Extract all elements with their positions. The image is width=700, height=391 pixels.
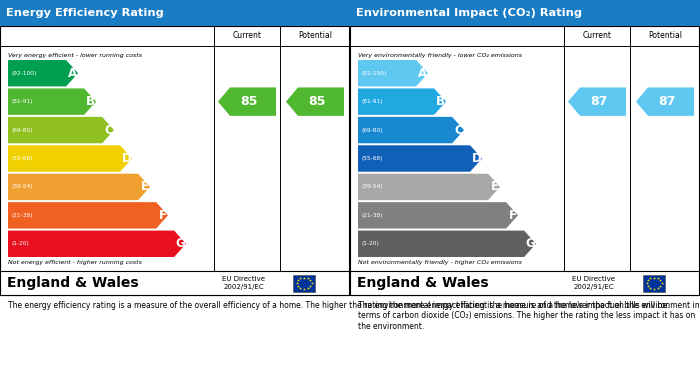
Text: 85: 85 <box>240 95 258 108</box>
Text: Very environmentally friendly - lower CO₂ emissions: Very environmentally friendly - lower CO… <box>358 53 522 58</box>
Text: D: D <box>472 152 482 165</box>
Bar <box>0 271 349 295</box>
Bar <box>0 26 349 295</box>
Text: Very energy efficient - lower running costs: Very energy efficient - lower running co… <box>8 53 142 58</box>
Text: (92-100): (92-100) <box>362 71 387 76</box>
Text: A: A <box>68 67 77 80</box>
Text: (21-38): (21-38) <box>362 213 384 218</box>
Text: (55-68): (55-68) <box>362 156 384 161</box>
Text: (1-20): (1-20) <box>12 241 30 246</box>
Text: 87: 87 <box>590 95 608 108</box>
Bar <box>643 274 665 292</box>
Text: 87: 87 <box>658 95 676 108</box>
Text: (55-68): (55-68) <box>12 156 34 161</box>
Text: B: B <box>436 95 445 108</box>
Polygon shape <box>358 231 536 257</box>
Text: (21-38): (21-38) <box>12 213 34 218</box>
Text: (92-100): (92-100) <box>12 71 37 76</box>
Text: G: G <box>176 237 186 250</box>
Text: (69-80): (69-80) <box>12 127 34 133</box>
Text: EU Directive
2002/91/EC: EU Directive 2002/91/EC <box>573 276 615 290</box>
Bar <box>350 271 699 295</box>
Text: England & Wales: England & Wales <box>7 276 139 290</box>
Polygon shape <box>358 60 428 86</box>
Text: E: E <box>491 180 498 194</box>
Text: The environmental impact rating is a measure of a home's impact on the environme: The environmental impact rating is a mea… <box>358 301 699 331</box>
Polygon shape <box>218 88 276 116</box>
Text: EU Directive
2002/91/EC: EU Directive 2002/91/EC <box>223 276 265 290</box>
Polygon shape <box>358 88 446 115</box>
Text: (39-54): (39-54) <box>12 185 34 189</box>
Text: The energy efficiency rating is a measure of the overall efficiency of a home. T: The energy efficiency rating is a measur… <box>8 301 669 310</box>
Bar <box>350 26 699 295</box>
Text: 85: 85 <box>308 95 326 108</box>
Text: (1-20): (1-20) <box>362 241 380 246</box>
Polygon shape <box>636 88 694 116</box>
Text: (39-54): (39-54) <box>362 185 384 189</box>
Polygon shape <box>8 231 186 257</box>
Text: Not environmentally friendly - higher CO₂ emissions: Not environmentally friendly - higher CO… <box>358 260 522 265</box>
Text: B: B <box>86 95 95 108</box>
Text: D: D <box>122 152 132 165</box>
Text: G: G <box>526 237 536 250</box>
Bar <box>350 0 700 26</box>
Text: (81-91): (81-91) <box>362 99 384 104</box>
Polygon shape <box>8 202 168 229</box>
Polygon shape <box>286 88 344 116</box>
Text: Not energy efficient - higher running costs: Not energy efficient - higher running co… <box>8 260 142 265</box>
Polygon shape <box>358 145 482 172</box>
Polygon shape <box>8 60 78 86</box>
Text: Potential: Potential <box>648 32 682 41</box>
Text: Energy Efficiency Rating: Energy Efficiency Rating <box>6 8 164 18</box>
Text: Environmental Impact (CO₂) Rating: Environmental Impact (CO₂) Rating <box>356 8 582 18</box>
Bar <box>293 274 315 292</box>
Polygon shape <box>358 202 518 229</box>
Text: Current: Current <box>232 32 262 41</box>
Text: (69-80): (69-80) <box>362 127 384 133</box>
Text: C: C <box>454 124 463 136</box>
Text: A: A <box>418 67 427 80</box>
Text: (81-91): (81-91) <box>12 99 34 104</box>
Text: F: F <box>159 209 167 222</box>
Polygon shape <box>8 88 96 115</box>
Polygon shape <box>8 145 132 172</box>
Polygon shape <box>8 174 150 200</box>
Text: Potential: Potential <box>298 32 332 41</box>
Text: England & Wales: England & Wales <box>357 276 489 290</box>
Text: E: E <box>141 180 148 194</box>
Text: C: C <box>104 124 113 136</box>
Polygon shape <box>358 174 500 200</box>
Polygon shape <box>8 117 114 143</box>
Polygon shape <box>358 117 464 143</box>
Polygon shape <box>568 88 626 116</box>
Text: F: F <box>509 209 517 222</box>
Bar <box>0 0 350 26</box>
Text: Current: Current <box>582 32 612 41</box>
